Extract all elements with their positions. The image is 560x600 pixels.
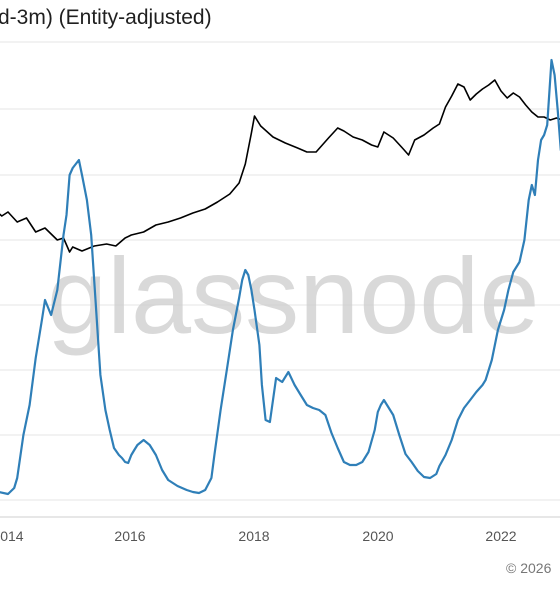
chart-title: d-3m) (Entity-adjusted): [0, 6, 212, 29]
x-tick-labels: 2014 2016 2018 2020 2022: [0, 528, 517, 544]
watermark-text: glassnode: [47, 235, 539, 356]
series-line-0: [0, 79, 560, 253]
series-line-1: [0, 58, 560, 496]
x-tick-2020: 2020: [362, 528, 393, 544]
series-layer: [0, 58, 560, 496]
gridlines: [0, 41, 560, 518]
x-tick-2018: 2018: [238, 528, 269, 544]
x-tick-2014: 2014: [0, 528, 24, 544]
copyright-text: © 2026: [506, 560, 552, 576]
x-tick-2022: 2022: [485, 528, 516, 544]
x-tick-2016: 2016: [114, 528, 145, 544]
